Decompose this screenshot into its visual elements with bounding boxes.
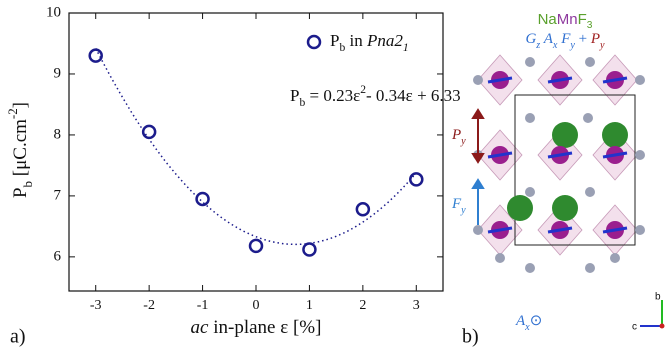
panel-label: b) <box>462 326 479 348</box>
text-part: [μC.cm <box>10 119 31 181</box>
y-tick-label: 8 <box>54 126 62 142</box>
text-part: in <box>345 31 367 50</box>
text-part: P <box>330 31 339 50</box>
axis-label-c: c <box>632 322 637 333</box>
text-part: A <box>540 31 553 47</box>
data-point <box>250 240 262 252</box>
fit-equation: Pb = 0.23ε2- 0.34ε + 6.33 <box>290 83 461 109</box>
y-tick-label: 9 <box>54 65 62 81</box>
text-part: in-plane ε [%] <box>208 317 321 338</box>
polar-label: Py <box>451 127 466 146</box>
data-point <box>303 244 315 256</box>
data-point <box>197 193 209 205</box>
text-part: ac <box>191 317 210 338</box>
x-tick-label: 0 <box>253 298 260 313</box>
y-tick-label: 7 <box>54 187 62 203</box>
text-part: Pna2 <box>366 31 403 50</box>
fit-curve <box>96 48 417 244</box>
structure-formula: NaMnF3 <box>538 11 593 31</box>
text-part: F <box>557 31 571 47</box>
text-part: + <box>575 31 591 47</box>
text-part: G <box>525 31 536 47</box>
text-part: y <box>460 136 466 147</box>
x-tick-label: -1 <box>197 298 209 313</box>
structure-drawing <box>473 55 665 329</box>
text-part: -2 <box>5 108 20 119</box>
data-point <box>90 50 102 62</box>
text-part: = 0.23ε <box>305 86 360 105</box>
x-tick-label: 3 <box>413 298 420 313</box>
text-part: ⊙ <box>530 313 543 329</box>
panel-label: a) <box>10 326 26 348</box>
axis-label-b: b <box>655 292 661 303</box>
text-part: P <box>10 187 31 198</box>
text-part: Mn <box>557 11 578 28</box>
text-part: F <box>578 11 587 28</box>
order-parameters: Gz Ax Fy + Py <box>525 31 605 50</box>
text-part: y <box>460 205 466 216</box>
x-tick-label: 2 <box>359 298 366 313</box>
text-part: P <box>451 127 461 143</box>
data-point <box>143 126 155 138</box>
antiferro-label: Ax⊙ <box>515 313 542 332</box>
y-tick-label: 6 <box>54 248 62 264</box>
ferro-label: Fy <box>451 196 466 215</box>
data-point <box>410 173 422 185</box>
plot-frame <box>69 13 443 291</box>
legend-marker <box>308 36 320 48</box>
data-point <box>357 203 369 215</box>
text-part: ] <box>10 102 31 108</box>
text-part: Na <box>538 11 558 28</box>
text-part: P <box>590 31 600 47</box>
legend-label: Pb in Pna21 <box>330 31 409 54</box>
text-part: - 0.34ε + 6.33 <box>366 86 461 105</box>
text-part: y <box>599 40 605 51</box>
x-tick-label: -2 <box>143 298 155 313</box>
text-part: P <box>290 86 299 105</box>
y-tick-label: 10 <box>46 4 61 20</box>
x-tick-label: 1 <box>306 298 313 313</box>
y-axis-label: Pb [μC.cm-2] <box>5 102 35 198</box>
text-part: 3 <box>587 20 593 31</box>
x-axis-label: ac in-plane ε [%] <box>191 317 322 338</box>
figure: 678910-3-2-10123Pb in Pna21Pb = 0.23ε2- … <box>0 0 665 350</box>
text-part: 1 <box>403 41 409 54</box>
x-tick-label: -3 <box>90 298 102 313</box>
